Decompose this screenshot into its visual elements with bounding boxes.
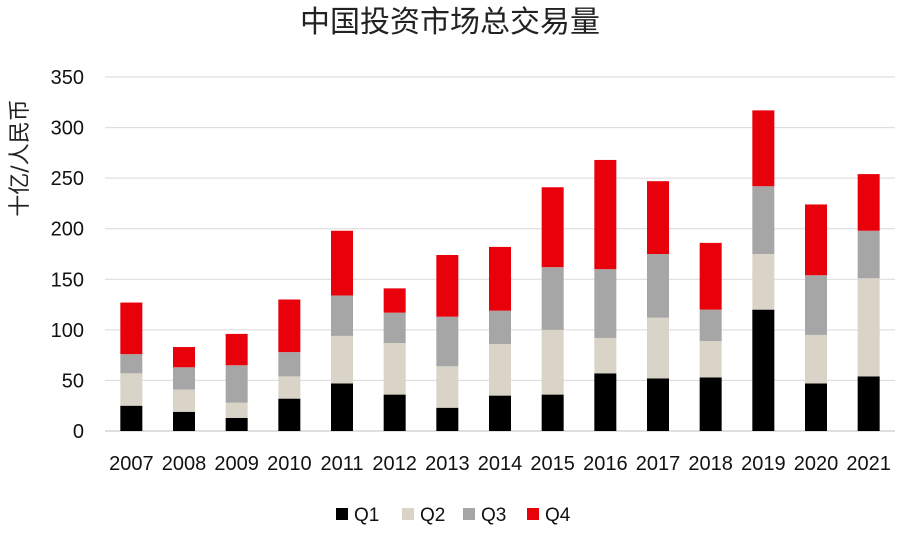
bar-q2-2016: [594, 337, 617, 374]
bar-q4-2007: [120, 302, 143, 355]
legend-label-q4: Q4: [545, 505, 571, 526]
x-tick-label: 2016: [583, 453, 628, 475]
bar-q3-2017: [647, 254, 669, 318]
bar-q3-2014: [489, 310, 511, 345]
x-tick-label: 2018: [688, 453, 733, 475]
x-tick-label: 2011: [320, 453, 363, 475]
chart-title: 中国投资市场总交易量: [300, 5, 600, 40]
y-tick-label: 0: [73, 421, 84, 443]
bar-q1-2008: [173, 411, 195, 431]
bars: [120, 110, 880, 431]
bar-q3-2016: [594, 269, 617, 338]
x-tick-label: 2015: [530, 453, 575, 475]
y-tick-label: 150: [51, 269, 84, 291]
x-tick-label: 2010: [267, 453, 312, 475]
y-axis-title: 十亿/人民币: [8, 99, 33, 216]
legend-swatch-q4: [527, 508, 539, 520]
bar-q3-2007: [120, 354, 143, 374]
y-tick-label: 350: [51, 67, 84, 89]
bar-q2-2018: [699, 340, 722, 378]
bar-q1-2020: [805, 383, 827, 431]
bar-q1-2009: [225, 417, 248, 431]
bar-q2-2011: [331, 335, 353, 384]
bar-q3-2012: [383, 312, 406, 344]
legend-swatch-q3: [463, 508, 475, 520]
bar-q2-2007: [120, 373, 143, 406]
bar-q2-2009: [225, 402, 248, 418]
bar-q2-2010: [278, 376, 301, 399]
legend-swatch-q2: [402, 508, 414, 520]
bar-q2-2008: [173, 389, 195, 412]
y-tick-label: 300: [51, 118, 84, 140]
bar-q3-2021: [857, 230, 880, 279]
bar-q1-2011: [331, 383, 353, 431]
y-tick-label: 100: [51, 320, 84, 342]
bar-q3-2008: [173, 367, 195, 390]
y-tick-label: 50: [62, 370, 84, 392]
y-tick-label: 250: [51, 168, 84, 190]
bar-q4-2010: [278, 299, 301, 353]
x-tick-label: 2017: [636, 453, 681, 475]
x-tick-label: 2019: [741, 453, 786, 475]
bar-q4-2011: [331, 230, 353, 296]
bar-q2-2017: [647, 317, 669, 379]
bar-q2-2020: [805, 334, 827, 384]
bar-q1-2017: [647, 378, 669, 431]
bar-q4-2021: [857, 174, 880, 231]
bar-q1-2021: [857, 376, 880, 431]
bar-q4-2018: [699, 242, 722, 310]
x-tick-label: 2021: [846, 453, 891, 475]
bar-q2-2021: [857, 278, 880, 377]
x-tick-label: 2014: [478, 453, 523, 475]
bar-q2-2012: [383, 343, 406, 395]
bar-q1-2019: [752, 309, 775, 431]
bar-q3-2020: [805, 275, 827, 335]
bar-q3-2010: [278, 352, 301, 377]
bar-q1-2014: [489, 395, 511, 431]
legend: Q1 Q2 Q3 Q4: [336, 505, 571, 526]
bar-q1-2013: [436, 407, 459, 431]
bar-q3-2015: [541, 267, 564, 330]
y-tick-label: 200: [51, 219, 84, 241]
x-tick-label: 2008: [162, 453, 207, 475]
x-tick-label: 2009: [214, 453, 259, 475]
legend-label-q2: Q2: [420, 505, 445, 526]
x-tick-label: 2020: [794, 453, 839, 475]
bar-q3-2018: [699, 309, 722, 341]
bar-q4-2017: [647, 181, 669, 254]
bar-q4-2016: [594, 159, 617, 270]
x-axis-ticks: 2007 2008 2009 2010 2011 2012 2013 2014 2015 2016…: [109, 453, 891, 475]
bar-q2-2019: [752, 254, 775, 310]
bar-q3-2013: [436, 316, 459, 367]
bar-q2-2013: [436, 366, 459, 408]
bar-q4-2019: [752, 110, 775, 187]
x-tick-label: 2013: [425, 453, 470, 475]
legend-label-q3: Q3: [481, 505, 506, 526]
x-tick-label: 2007: [109, 453, 154, 475]
bar-q1-2010: [278, 398, 301, 431]
y-axis-ticks: 0 50 100 150 200 250 300 350: [51, 67, 84, 443]
legend-swatch-q1: [336, 508, 348, 520]
bar-q4-2015: [541, 187, 564, 268]
bar-q4-2020: [805, 204, 827, 276]
bar-q4-2008: [173, 347, 195, 368]
bar-q1-2012: [383, 394, 406, 431]
bar-q2-2014: [489, 344, 511, 396]
bar-q1-2016: [594, 373, 617, 431]
bar-q1-2018: [699, 377, 722, 431]
bar-q4-2009: [225, 333, 248, 366]
bar-q3-2011: [331, 295, 353, 336]
x-tick-label: 2012: [372, 453, 417, 475]
bar-q3-2019: [752, 186, 775, 254]
bar-q4-2014: [489, 246, 511, 311]
bar-q4-2012: [383, 288, 406, 313]
bar-q4-2013: [436, 255, 459, 317]
legend-label-q1: Q1: [354, 505, 379, 526]
bar-q1-2015: [541, 394, 564, 431]
bar-q3-2009: [225, 365, 248, 403]
bar-q2-2015: [541, 329, 564, 395]
bar-q1-2007: [120, 405, 143, 431]
